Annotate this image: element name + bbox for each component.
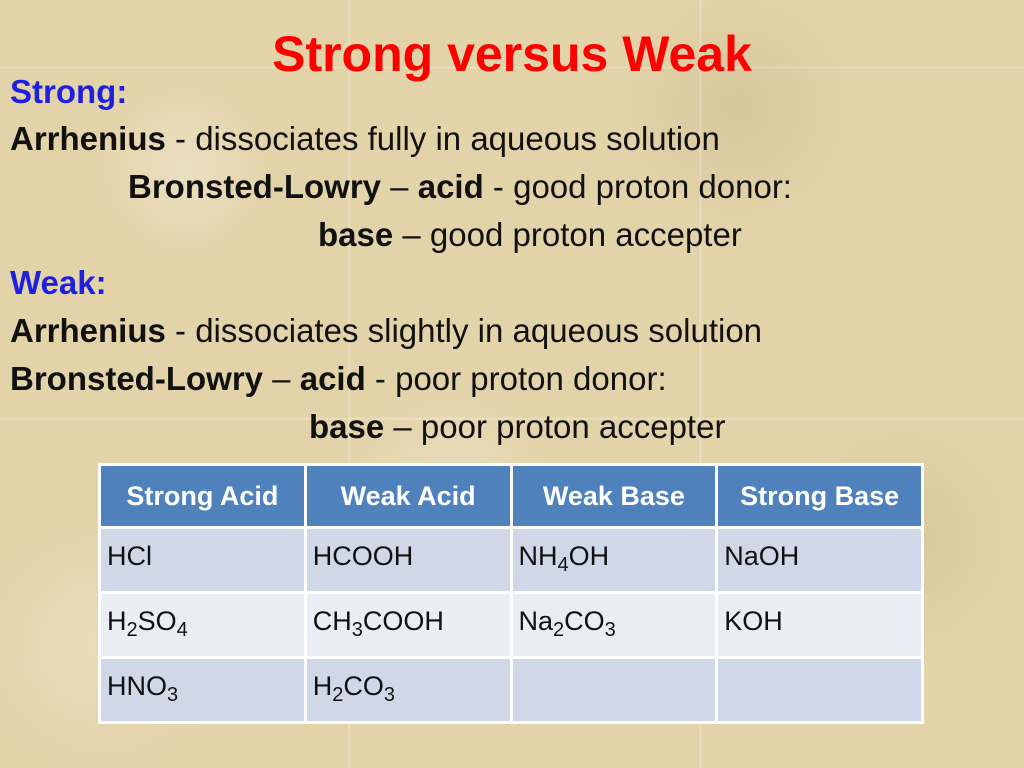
formula: NaOH [724, 529, 915, 572]
formula-text: CH [312, 606, 352, 636]
formula-subscript: 3 [604, 619, 616, 641]
weak-dash-1: – [263, 360, 300, 397]
formula-text: CO [564, 606, 605, 636]
table-row: HNO3 H2CO3 [98, 656, 924, 724]
strong-acid-text: - good proton donor: [483, 168, 792, 205]
formula-subscript: 4 [176, 619, 188, 641]
formula: HNO3 [107, 659, 298, 705]
table-header-row: Strong Acid Weak Acid Weak Base Strong B… [98, 463, 924, 529]
table-cell [509, 656, 719, 724]
formula-text: KOH [724, 606, 783, 636]
weak-heading: Weak: [10, 264, 107, 301]
weak-acid-text: - poor proton donor: [365, 360, 667, 397]
strong-base-text: good proton accepter [429, 216, 742, 253]
strong-arrhenius-term: Arrhenius [10, 120, 166, 157]
header-strong-base: Strong Base [715, 463, 924, 529]
weak-base-term: base [309, 408, 385, 445]
weak-arrhenius-term: Arrhenius [10, 312, 166, 349]
weak-arrhenius-line: Arrhenius - dissociates slightly in aque… [10, 309, 762, 353]
weak-arrhenius-text: - dissociates slightly in aqueous soluti… [165, 312, 763, 349]
header-weak-base: Weak Base [509, 463, 719, 529]
strong-heading: Strong: [10, 73, 128, 110]
formula: HCOOH [313, 529, 504, 572]
strong-base-line: base – good proton accepter [318, 213, 742, 257]
formula: H2SO4 [107, 594, 298, 640]
table-cell [715, 656, 924, 724]
formula-text: H [107, 606, 127, 636]
formula [519, 659, 710, 671]
strong-dash-2: – [393, 216, 430, 253]
weak-base-text: poor proton accepter [420, 408, 726, 445]
weak-bl-acid-line: Bronsted-Lowry – acid - poor proton dono… [10, 357, 667, 401]
formula-text: COOH [362, 606, 444, 636]
formula-text: HCOOH [312, 541, 414, 571]
formula: CH3COOH [312, 594, 504, 640]
table-cell: Na2CO3 [509, 591, 719, 659]
formula [724, 659, 915, 671]
strong-bl-acid-line: Bronsted-Lowry – acid - good proton dono… [128, 165, 792, 209]
header-strong-acid: Strong Acid [98, 463, 307, 529]
strong-arrhenius-line: Arrhenius - dissociates fully in aqueous… [10, 117, 720, 161]
formula-text: HCl [107, 541, 152, 571]
strong-base-term: base [318, 216, 394, 253]
formula: Na2CO3 [518, 594, 710, 640]
weak-bl-term: Bronsted-Lowry [10, 360, 264, 397]
strong-dash-1: – [381, 168, 418, 205]
formula-text: HNO [107, 671, 167, 701]
table-cell: NaOH [715, 526, 924, 594]
acid-base-table: Strong Acid Weak Acid Weak Base Strong B… [98, 463, 924, 724]
table-cell: CH3COOH [303, 591, 513, 659]
formula-subscript: 3 [167, 684, 179, 706]
table-cell: H2CO3 [303, 656, 513, 724]
formula-text: NaOH [724, 541, 800, 571]
formula-subscript: 3 [351, 619, 363, 641]
formula-subscript: 2 [332, 684, 344, 706]
formula-subscript: 2 [553, 619, 565, 641]
table-cell: HCl [98, 526, 307, 594]
table-cell: HNO3 [98, 656, 307, 724]
formula-text: CO [343, 671, 384, 701]
weak-acid-term: acid [299, 360, 366, 397]
formula-text: SO [137, 606, 177, 636]
formula-subscript: 3 [383, 684, 395, 706]
strong-bl-term: Bronsted-Lowry [128, 168, 382, 205]
slide-title: Strong versus Weak [272, 26, 752, 82]
formula-subscript: 4 [557, 554, 569, 576]
strong-acid-term: acid [417, 168, 484, 205]
header-weak-acid: Weak Acid [303, 463, 513, 529]
weak-dash-2: – [384, 408, 421, 445]
table-cell: NH4OH [509, 526, 719, 594]
table-row: HCl HCOOH NH4OH NaOH [98, 526, 924, 594]
table-row: H2SO4 CH3COOH Na2CO3 KOH [98, 591, 924, 659]
formula-subscript: 2 [126, 619, 138, 641]
formula-text: NH [518, 541, 558, 571]
formula: H2CO3 [312, 659, 504, 705]
formula: HCl [107, 529, 298, 572]
weak-base-line: base – poor proton accepter [309, 405, 725, 449]
formula-text: OH [568, 541, 610, 571]
formula: NH4OH [518, 529, 710, 575]
formula-text: H [312, 671, 333, 701]
table-cell: HCOOH [303, 526, 513, 594]
strong-arrhenius-text: - dissociates fully in aqueous solution [165, 120, 720, 157]
formula-text: Na [518, 606, 554, 636]
formula: KOH [724, 594, 915, 637]
table-cell: H2SO4 [98, 591, 307, 659]
table-cell: KOH [715, 591, 924, 659]
